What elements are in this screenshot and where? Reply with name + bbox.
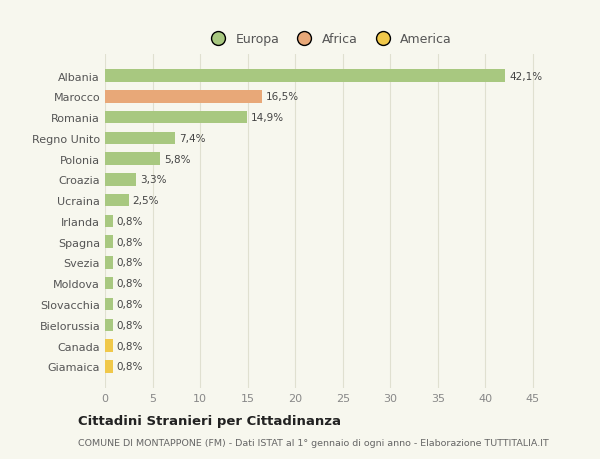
Bar [105,215,113,228]
Legend: Europa, Africa, America: Europa, Africa, America [200,28,457,51]
Bar [105,70,505,83]
Bar [105,257,113,269]
Text: 0,8%: 0,8% [116,237,143,247]
Bar [105,298,113,311]
Bar [105,112,247,124]
Text: 14,9%: 14,9% [251,113,284,123]
Text: 0,8%: 0,8% [116,362,143,371]
Text: 42,1%: 42,1% [509,72,542,81]
Bar [105,91,262,103]
Text: 0,8%: 0,8% [116,341,143,351]
Bar [105,195,129,207]
Text: 0,8%: 0,8% [116,217,143,226]
Bar [105,319,113,331]
Text: 2,5%: 2,5% [133,196,159,206]
Text: Cittadini Stranieri per Cittadinanza: Cittadini Stranieri per Cittadinanza [78,414,341,428]
Text: 16,5%: 16,5% [266,92,299,102]
Text: 0,8%: 0,8% [116,258,143,268]
Text: 0,8%: 0,8% [116,320,143,330]
Text: 0,8%: 0,8% [116,279,143,289]
Bar [105,360,113,373]
Bar [105,236,113,248]
Bar [105,277,113,290]
Text: 5,8%: 5,8% [164,154,190,164]
Text: COMUNE DI MONTAPPONE (FM) - Dati ISTAT al 1° gennaio di ogni anno - Elaborazione: COMUNE DI MONTAPPONE (FM) - Dati ISTAT a… [78,438,549,447]
Text: 7,4%: 7,4% [179,134,206,144]
Bar [105,340,113,352]
Bar [105,174,136,186]
Bar [105,153,160,166]
Text: 3,3%: 3,3% [140,175,167,185]
Text: 0,8%: 0,8% [116,299,143,309]
Bar [105,132,175,145]
